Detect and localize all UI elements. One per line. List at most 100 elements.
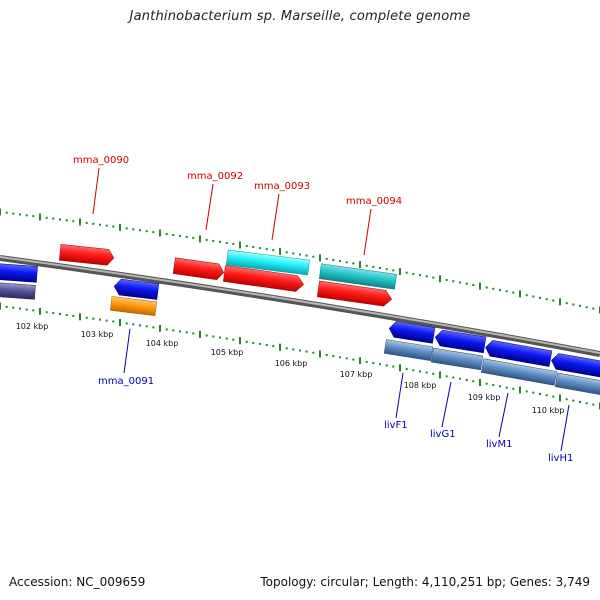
minor-tick bbox=[252, 341, 255, 344]
gene-livF1-arrow[interactable] bbox=[388, 321, 436, 344]
minor-tick bbox=[412, 272, 415, 275]
minor-tick bbox=[32, 215, 35, 218]
minor-tick bbox=[585, 402, 588, 405]
major-tick bbox=[439, 371, 441, 379]
gene-label-livF1[interactable]: livF1 bbox=[384, 420, 408, 431]
minor-tick bbox=[572, 303, 575, 306]
upper-major-ticks bbox=[0, 208, 600, 314]
scale-label: 102 kbp bbox=[16, 322, 49, 331]
minor-tick bbox=[379, 267, 381, 269]
gene-label-livH1[interactable]: livH1 bbox=[548, 453, 573, 464]
minor-tick bbox=[252, 246, 255, 248]
gene-label-mma-0094[interactable]: mma_0094 bbox=[346, 196, 402, 207]
minor-tick bbox=[445, 279, 448, 281]
scale-label: 103 kbp bbox=[81, 330, 114, 339]
minor-tick bbox=[512, 291, 515, 294]
major-tick bbox=[159, 324, 161, 332]
minor-tick bbox=[465, 282, 468, 285]
minor-tick bbox=[132, 323, 135, 326]
minor-tick bbox=[459, 377, 461, 380]
minor-tick bbox=[345, 357, 348, 360]
gene-livM1[interactable] bbox=[481, 358, 557, 386]
minor-tick bbox=[59, 218, 61, 221]
major-tick bbox=[519, 290, 521, 298]
gene-livG1-arrow[interactable] bbox=[434, 329, 487, 354]
scale-label: 106 kbp bbox=[275, 359, 308, 368]
minor-tick bbox=[232, 242, 235, 245]
gene-teal-block[interactable] bbox=[318, 263, 397, 290]
minor-tick bbox=[365, 360, 368, 363]
minor-tick bbox=[525, 390, 528, 393]
minor-tick bbox=[179, 234, 181, 237]
major-tick bbox=[479, 379, 481, 386]
major-tick bbox=[399, 268, 401, 276]
minor-tick bbox=[299, 349, 301, 352]
gene-livH1-arrow[interactable] bbox=[550, 352, 600, 379]
minor-tick bbox=[45, 311, 48, 314]
gene-livG1[interactable] bbox=[430, 347, 484, 371]
gene-label-mma-0092[interactable]: mma_0092 bbox=[187, 171, 243, 182]
minor-tick bbox=[219, 336, 221, 339]
gene-label-livG1[interactable]: livG1 bbox=[430, 429, 456, 440]
minor-tick bbox=[212, 335, 215, 338]
gene-livM1-arrow[interactable] bbox=[484, 339, 553, 367]
topology-text: Topology: circular; Length: 4,110,251 bp… bbox=[260, 575, 590, 589]
minor-tick bbox=[272, 345, 275, 348]
gene-livH1[interactable] bbox=[554, 372, 600, 396]
minor-tick bbox=[505, 290, 508, 293]
minor-tick bbox=[5, 211, 8, 214]
minor-tick bbox=[232, 338, 235, 341]
minor-tick bbox=[472, 284, 475, 286]
major-tick bbox=[239, 337, 241, 345]
minor-tick bbox=[572, 399, 575, 402]
minor-tick bbox=[32, 309, 35, 312]
minor-tick bbox=[152, 326, 155, 329]
minor-tick bbox=[452, 280, 455, 283]
gene-livF1[interactable] bbox=[383, 339, 434, 361]
minor-tick bbox=[512, 387, 515, 390]
minor-tick bbox=[179, 330, 181, 333]
gene-cyan-block[interactable] bbox=[226, 249, 310, 276]
minor-tick bbox=[492, 384, 495, 386]
scale-labels: 102 kbp 103 kbp 104 kbp 105 kbp 106 kbp … bbox=[16, 322, 565, 415]
minor-tick bbox=[112, 320, 115, 323]
gene-label-livM1[interactable]: livM1 bbox=[486, 439, 512, 450]
gene-mma-0091[interactable] bbox=[110, 296, 157, 317]
minor-tick bbox=[285, 251, 288, 254]
gene-left-reverse-blue[interactable] bbox=[0, 263, 38, 283]
major-tick bbox=[199, 330, 201, 338]
scale-label: 109 kbp bbox=[468, 393, 501, 402]
minor-tick bbox=[592, 403, 595, 406]
minor-tick bbox=[99, 223, 101, 226]
upper-tick-track bbox=[0, 208, 600, 314]
minor-tick bbox=[579, 304, 581, 307]
gene-label-mma-0091[interactable]: mma_0091 bbox=[98, 376, 154, 387]
minor-tick bbox=[405, 368, 408, 370]
major-tick bbox=[519, 386, 521, 394]
leader-mma-0092 bbox=[205, 183, 214, 231]
minor-tick bbox=[459, 281, 461, 284]
major-tick bbox=[359, 357, 361, 365]
gene-mma-0091-blue[interactable] bbox=[113, 278, 160, 300]
minor-tick bbox=[105, 224, 108, 227]
minor-tick bbox=[432, 276, 435, 279]
major-tick bbox=[399, 364, 401, 372]
minor-tick bbox=[172, 234, 175, 236]
gene-mma-0090[interactable] bbox=[59, 244, 115, 266]
gene-left-slate[interactable] bbox=[0, 282, 36, 300]
minor-tick bbox=[485, 286, 488, 289]
gene-mma-0093[interactable] bbox=[222, 265, 304, 293]
minor-tick bbox=[145, 230, 148, 233]
gene-mma-0092[interactable] bbox=[172, 257, 225, 281]
gene-label-mma-0093[interactable]: mma_0093 bbox=[254, 181, 310, 192]
minor-tick bbox=[5, 305, 8, 308]
minor-tick bbox=[392, 269, 395, 272]
minor-tick bbox=[325, 354, 328, 356]
major-tick bbox=[39, 307, 41, 315]
major-tick bbox=[159, 229, 161, 237]
gene-label-mma-0090[interactable]: mma_0090 bbox=[73, 155, 129, 166]
leader-livH1 bbox=[560, 404, 570, 452]
gene-mma-0094[interactable] bbox=[316, 280, 393, 307]
minor-tick bbox=[539, 393, 541, 395]
minor-tick bbox=[219, 240, 221, 243]
